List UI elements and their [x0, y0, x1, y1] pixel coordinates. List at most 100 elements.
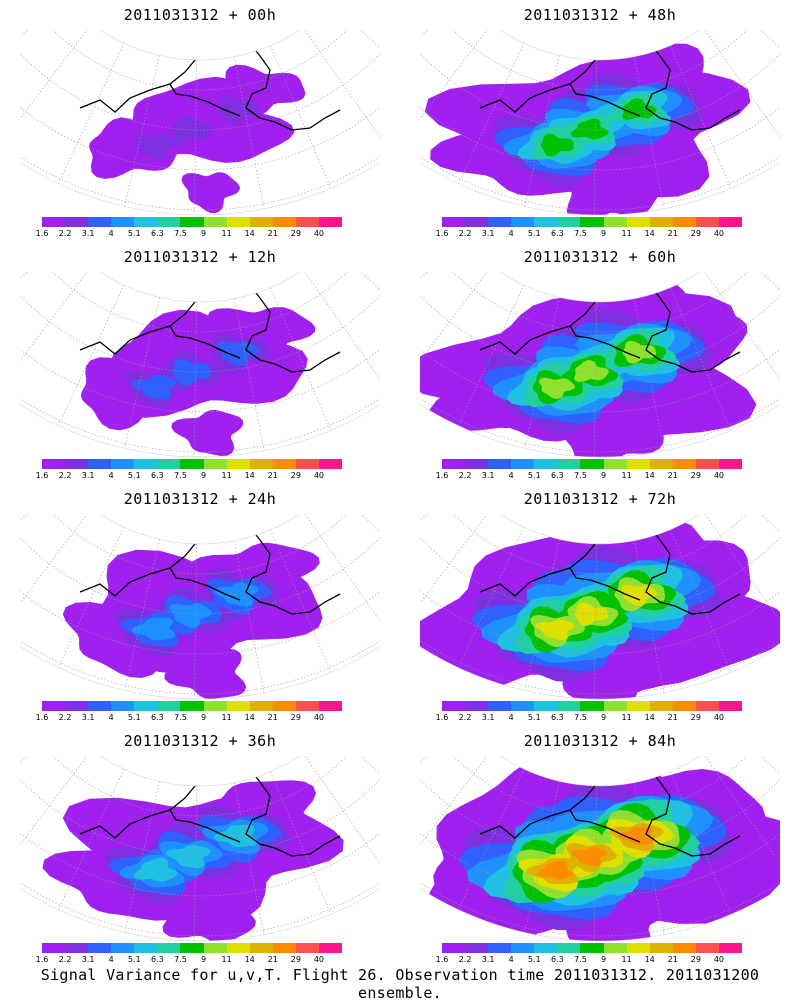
colorbar-label: 40	[313, 713, 325, 722]
colorbar-label: 6.3	[551, 955, 564, 964]
panel-title: 2011031312 + 84h	[523, 732, 677, 750]
colorbar-labels: 1.6 2.2 3.1 4 5.1 6.3 7.5 9 11 14 21 29 40	[420, 471, 780, 483]
variance-field	[420, 514, 780, 699]
colorbar-swatch	[157, 217, 181, 227]
colorbar-label: 1.6	[435, 713, 449, 722]
colorbar-label: 2.2	[458, 229, 472, 238]
colorbar-swatch	[603, 943, 627, 953]
variance-region	[164, 648, 247, 699]
colorbar-labels: 1.6 2.2 3.1 4 5.1 6.3 7.5 9 11 14 21 29 40	[420, 229, 780, 241]
map-outline	[20, 514, 380, 700]
colorbar-swatch	[134, 701, 158, 711]
colorbar-label: 4	[508, 471, 514, 480]
colorbar-label: 6.3	[551, 713, 564, 722]
colorbar-swatch	[318, 217, 343, 227]
map-outline	[420, 30, 780, 216]
variance-region	[133, 857, 178, 882]
graticule	[420, 514, 780, 699]
colorbar-swatch	[157, 943, 181, 953]
variance-region	[574, 360, 609, 382]
colorbar-swatch	[672, 459, 696, 469]
panel-title: 2011031312 + 12h	[123, 248, 277, 266]
colorbar-label: 3.1	[81, 471, 95, 480]
map-outline	[420, 272, 780, 458]
variance-region	[134, 133, 179, 160]
colorbar-label: 4	[108, 955, 114, 964]
colorbar-swatch	[295, 459, 319, 469]
variance-map	[20, 272, 380, 458]
colorbar-swatch	[626, 217, 650, 227]
colorbar-swatch	[672, 217, 696, 227]
colorbar-labels: 1.6 2.2 3.1 4 5.1 6.3 7.5 9 11 14 21 29 40	[420, 713, 780, 725]
colorbar-swatch	[580, 701, 604, 711]
variance-map	[420, 272, 780, 458]
graticule	[420, 272, 780, 457]
variance-region	[570, 118, 609, 140]
variance-map	[20, 514, 380, 700]
colorbar-label: 2.2	[58, 955, 72, 964]
colorbar-label: 6.3	[151, 713, 164, 722]
colorbar-label: 29	[690, 471, 701, 480]
colorbar-label: 6.3	[551, 471, 564, 480]
map-panel-60h: 2011031312 + 60h 1.6 2.2 3.1 4 5.1 6.3 7.5 9 11 1…	[420, 248, 780, 490]
colorbar-swatch	[649, 701, 673, 711]
colorbar-swatch	[580, 943, 604, 953]
map-outline	[420, 756, 780, 942]
colorbar-swatch	[557, 459, 581, 469]
colorbar-swatch	[88, 943, 112, 953]
colorbar-swatch	[557, 701, 581, 711]
panel-title: 2011031312 + 48h	[523, 6, 677, 24]
figure-caption: Signal Variance for u,v,T. Flight 26. Ob…	[40, 966, 760, 1002]
graticule	[420, 30, 780, 215]
colorbar-swatch	[180, 701, 204, 711]
variance-region	[538, 377, 576, 399]
panel-title: 2011031312 + 36h	[123, 732, 277, 750]
colorbar-swatch	[511, 217, 535, 227]
colorbar-label: 1.6	[35, 229, 49, 238]
colorbar-swatch	[603, 701, 627, 711]
colorbar-swatch	[695, 701, 719, 711]
variance-region	[181, 172, 240, 214]
colorbar-label: 4	[508, 713, 514, 722]
colorbar-label: 14	[244, 955, 255, 964]
variance-region	[620, 584, 658, 606]
map-outline	[20, 756, 380, 942]
variance-region	[537, 860, 574, 880]
colorbar-swatch	[180, 459, 204, 469]
colorbar-label: 21	[267, 229, 278, 238]
colorbar-swatch	[180, 943, 204, 953]
colorbar-label: 21	[667, 229, 678, 238]
colorbar-swatch	[534, 701, 558, 711]
colorbar-swatch	[295, 701, 319, 711]
colorbar-labels: 1.6 2.2 3.1 4 5.1 6.3 7.5 9 11 14 21 29 40	[20, 471, 380, 483]
colorbar-label: 14	[644, 471, 655, 480]
colorbar-swatch	[580, 459, 604, 469]
colorbar-label: 11	[621, 955, 632, 964]
colorbar-label: 5.1	[127, 713, 141, 722]
colorbar-label: 9	[200, 471, 207, 480]
colorbar-label: 14	[644, 713, 655, 722]
colorbar-swatch	[203, 701, 227, 711]
colorbar	[42, 701, 343, 711]
colorbar-label: 6.3	[151, 229, 164, 238]
colorbar-label: 7.5	[174, 713, 187, 722]
colorbar-labels: 1.6 2.2 3.1 4 5.1 6.3 7.5 9 11 14 21 29 40	[20, 229, 380, 241]
colorbar-swatch	[65, 943, 89, 953]
variance-region	[171, 409, 244, 456]
variance-field	[20, 272, 380, 457]
colorbar-swatch	[272, 217, 296, 227]
variance-region	[166, 844, 211, 869]
map-panel-72h: 2011031312 + 72h 1.6 2.2 3.1 4 5.1 6.3 7.5 9 11 1…	[420, 490, 780, 732]
panel-title: 2011031312 + 00h	[123, 6, 277, 24]
colorbar-label: 40	[313, 955, 325, 964]
colorbar-label: 14	[644, 229, 655, 238]
colorbar-swatch	[65, 701, 89, 711]
variance-field	[420, 756, 780, 941]
variance-region	[190, 542, 320, 608]
colorbar-swatch	[488, 943, 512, 953]
colorbar-label: 1.6	[35, 713, 49, 722]
colorbar-label: 40	[713, 229, 725, 238]
colorbar-label: 7.5	[174, 471, 187, 480]
colorbar-swatch	[557, 217, 581, 227]
colorbar-label: 5.1	[527, 955, 541, 964]
